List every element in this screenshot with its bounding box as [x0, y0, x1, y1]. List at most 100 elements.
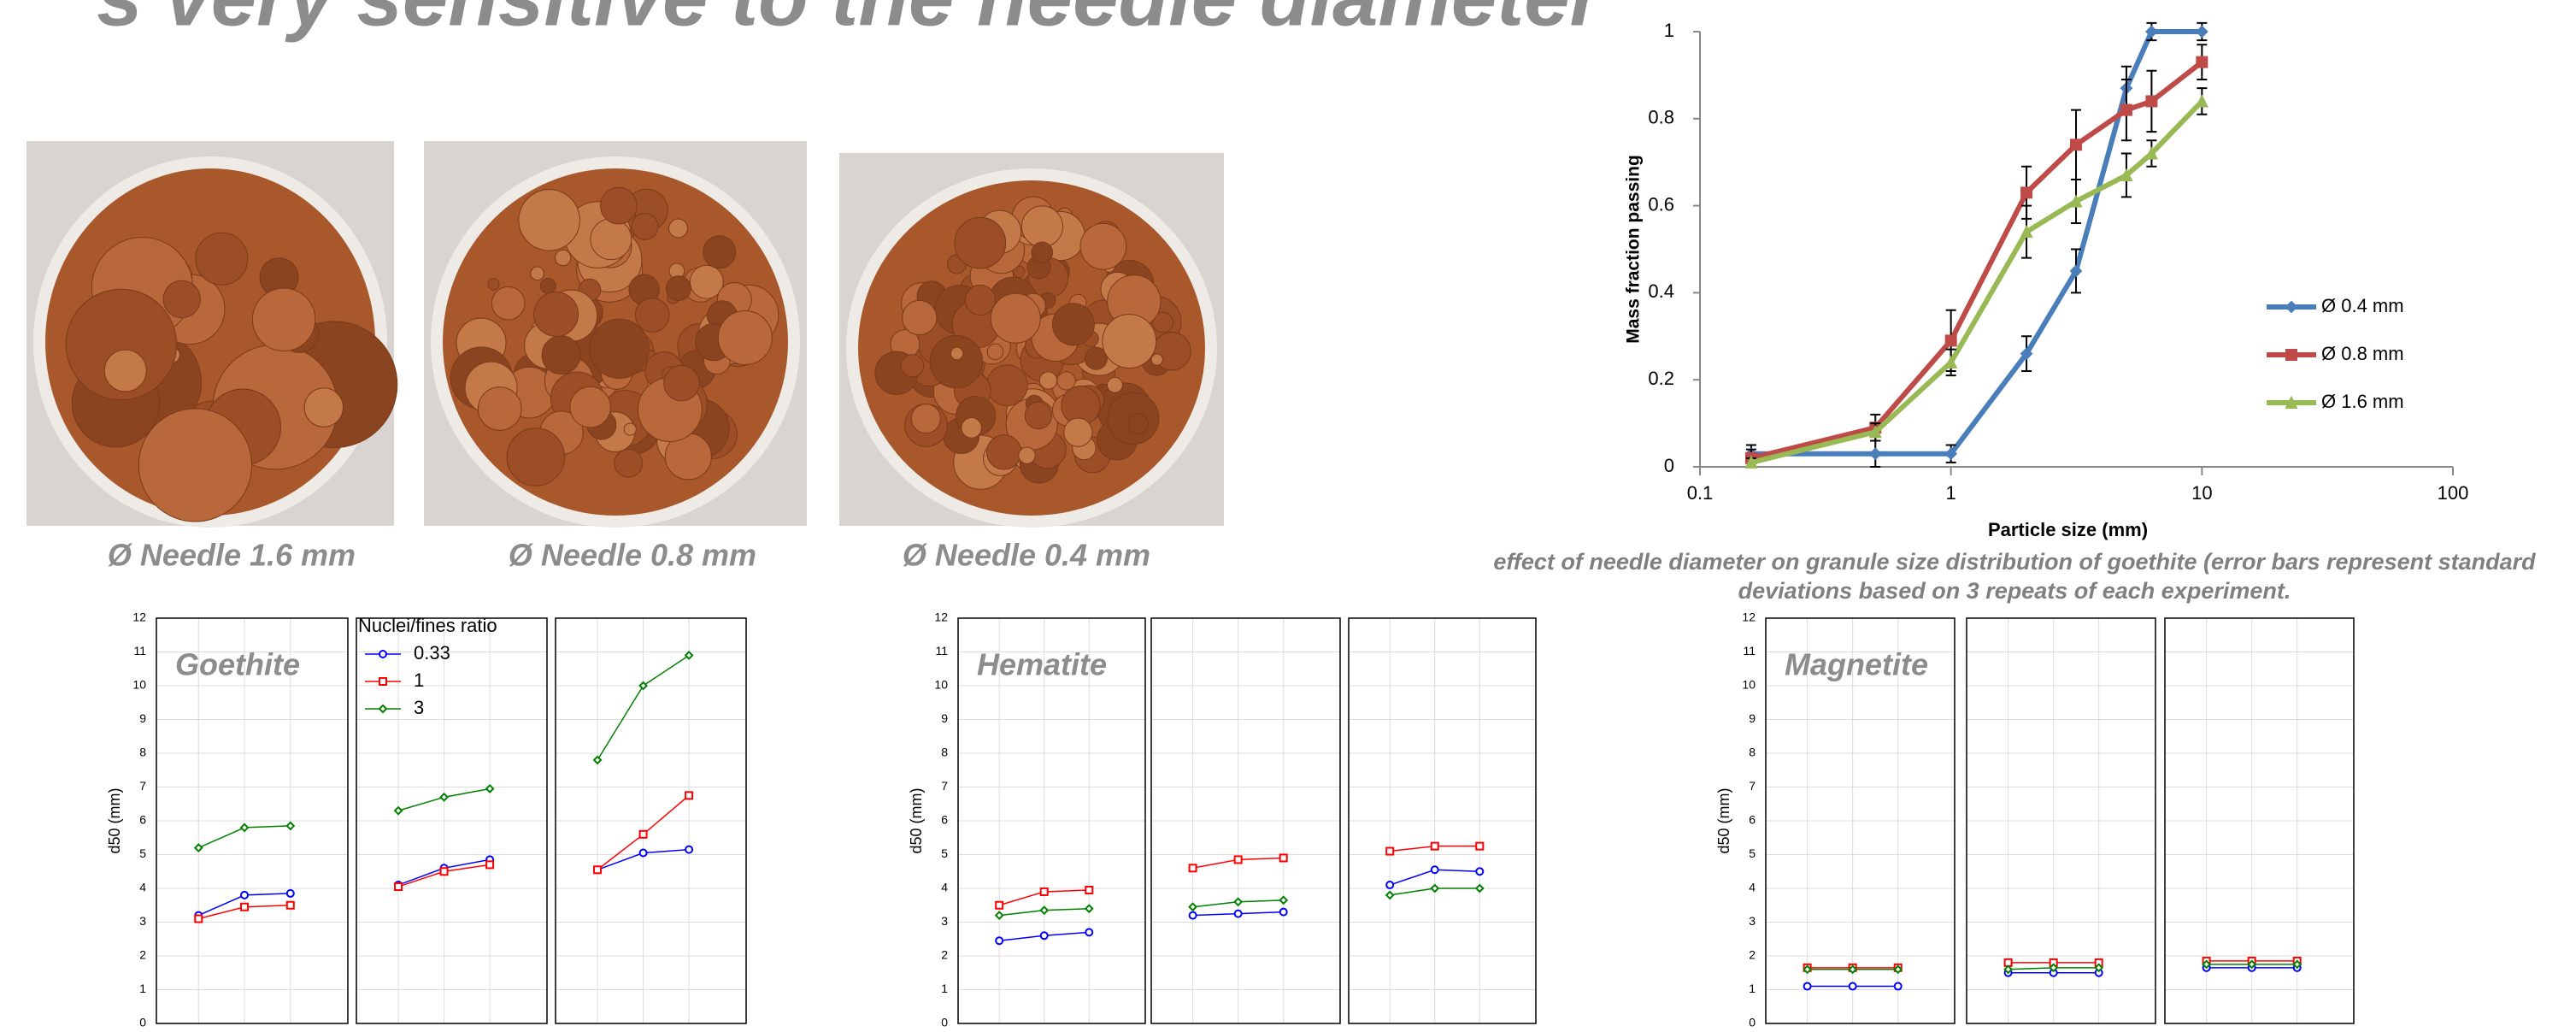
- photo-granule: [950, 347, 962, 359]
- data-point: [287, 890, 294, 897]
- y-tick-label: 6: [941, 813, 948, 827]
- photo-caption: Ø Needle 0.4 mm: [903, 538, 1150, 573]
- y-tick-label: 0.2: [1648, 368, 1674, 389]
- photo-granule: [601, 187, 638, 224]
- y-tick-label: 3: [941, 914, 948, 928]
- data-point: [1190, 904, 1197, 911]
- data-point: [1476, 885, 1483, 892]
- data-point: [2146, 96, 2156, 106]
- photo-granule: [962, 418, 982, 439]
- y-tick-label: 12: [132, 610, 146, 624]
- data-point: [287, 902, 294, 909]
- photo-granule: [664, 366, 699, 401]
- data-point: [594, 866, 601, 873]
- data-point: [1280, 897, 1287, 904]
- y-tick-label: 9: [941, 711, 948, 725]
- data-point: [1041, 907, 1048, 914]
- data-point: [1085, 905, 1092, 912]
- photo-granule: [542, 336, 580, 374]
- data-point: [2121, 105, 2132, 115]
- photo-caption: Ø Needle 0.8 mm: [509, 538, 756, 573]
- data-point: [1870, 449, 1880, 459]
- y-tick-label: 3: [1749, 914, 1756, 928]
- data-point: [486, 861, 493, 868]
- data-point: [2071, 139, 2081, 150]
- data-point: [287, 823, 294, 829]
- photo-granule: [930, 335, 982, 387]
- photo-granule: [986, 365, 1027, 406]
- slide-title: s very sensitive to the needle diameter: [97, 0, 1605, 43]
- photo-granule: [987, 344, 1003, 359]
- data-point: [2021, 187, 2032, 198]
- photo-granule: [591, 219, 632, 260]
- x-axis-label: Particle size (mm): [1988, 519, 2148, 540]
- data-point: [594, 757, 601, 764]
- photo-granule: [1025, 402, 1051, 428]
- legend-marker: [2286, 302, 2297, 312]
- y-tick-label: 0: [1749, 1016, 1756, 1029]
- y-tick-label: 9: [139, 711, 146, 725]
- photo-granule: [540, 278, 556, 293]
- y-tick-label: 0: [1664, 455, 1674, 476]
- legend-label: Ø 0.8 mm: [2321, 343, 2404, 364]
- data-point: [2197, 96, 2207, 106]
- legend-label: 3: [414, 697, 424, 718]
- panel-title: Hematite: [977, 647, 1107, 682]
- photo-granule: [304, 388, 343, 427]
- data-point: [1235, 899, 1242, 905]
- legend-title: Nuclei/fines ratio: [358, 615, 497, 636]
- x-tick-label: 1: [1946, 482, 1956, 504]
- y-tick-label: 11: [1743, 644, 1756, 658]
- photo-granule: [555, 250, 570, 265]
- photo-granule: [531, 267, 544, 280]
- photo-granule: [1053, 304, 1095, 345]
- y-tick-label: 0.4: [1648, 280, 1674, 302]
- photo-granule: [1039, 372, 1056, 389]
- data-point: [1235, 856, 1242, 863]
- photo-granule: [1151, 354, 1162, 365]
- data-point: [1386, 848, 1393, 855]
- photo-granule: [491, 286, 525, 320]
- y-tick-label: 2: [139, 948, 146, 962]
- photo-granule: [1064, 418, 1092, 446]
- y-tick-label: 11: [133, 644, 146, 658]
- data-point: [1190, 912, 1197, 919]
- y-axis-label: Mass fraction passing: [1624, 155, 1644, 344]
- series-line: [1751, 101, 2202, 462]
- y-tick-label: 4: [1749, 881, 1756, 894]
- photo-granule: [196, 233, 248, 285]
- photo-granule: [987, 435, 1021, 469]
- y-tick-label: 5: [139, 846, 146, 860]
- data-point: [1280, 909, 1287, 916]
- photo-granule: [1128, 414, 1149, 434]
- y-tick-label: 10: [934, 678, 948, 692]
- legend-marker: [379, 651, 386, 658]
- y-tick-label: 0.6: [1648, 193, 1674, 215]
- y-tick-label: 2: [1749, 948, 1756, 962]
- y-axis-label: d50 (mm): [1715, 787, 1732, 853]
- y-tick-label: 4: [139, 881, 146, 894]
- photo-granule: [901, 355, 923, 377]
- data-point: [2197, 27, 2207, 37]
- photo-granule: [718, 310, 772, 364]
- photo-granule: [635, 298, 669, 333]
- data-point: [1946, 335, 1956, 345]
- photo-granule: [138, 409, 251, 522]
- photo-granule: [519, 190, 579, 251]
- photo-granule: [703, 236, 736, 268]
- photo-granule: [507, 428, 564, 486]
- y-tick-label: 3: [139, 914, 146, 928]
- data-point: [441, 793, 448, 800]
- y-axis-label: d50 (mm): [106, 787, 123, 853]
- photo-granule: [163, 280, 200, 317]
- legend-marker: [379, 678, 386, 685]
- photo-granule: [488, 279, 499, 290]
- series-line: [1751, 32, 2202, 454]
- data-point: [685, 792, 692, 799]
- photo-granule: [478, 387, 521, 431]
- photo-granule: [911, 404, 940, 433]
- y-tick-label: 1: [139, 982, 146, 995]
- legend-label: 0.33: [414, 642, 450, 663]
- y-tick-label: 1: [941, 982, 948, 995]
- slide-canvas: s very sensitive to the needle diameter …: [0, 0, 2576, 1032]
